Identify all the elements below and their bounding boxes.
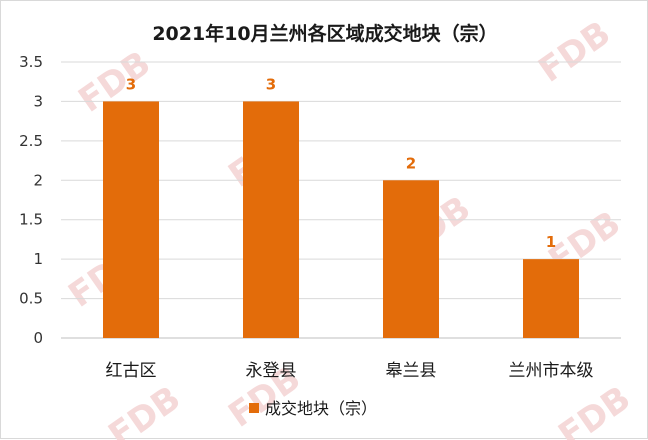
data-label: 1: [546, 233, 556, 251]
data-label: 3: [126, 75, 136, 93]
bar: [243, 101, 299, 338]
x-tick-label: 红古区: [106, 361, 157, 381]
y-tick-label: 3.5: [19, 53, 43, 71]
legend-label: 成交地块（宗）: [265, 399, 377, 418]
x-axis-tick-labels: 红古区 永登县 皋兰县 兰州市本级: [106, 361, 594, 381]
x-tick-label: 兰州市本级: [509, 361, 594, 381]
y-tick-label: 2.5: [19, 132, 43, 150]
x-tick-label: 皋兰县: [386, 361, 437, 381]
watermark-logo: FDB: [102, 378, 188, 440]
bar: [523, 259, 579, 338]
bar: [103, 101, 159, 338]
data-label: 3: [266, 75, 276, 93]
data-label: 2: [406, 154, 416, 172]
y-tick-label: 0.5: [19, 290, 43, 308]
legend: 成交地块（宗）: [249, 399, 377, 418]
chart-title: 2021年10月兰州各区域成交地块（宗）: [152, 22, 497, 45]
watermark-logo: FDB: [552, 378, 638, 440]
x-tick-label: 永登县: [246, 361, 297, 381]
y-tick-label: 1: [33, 250, 43, 268]
bars: [103, 101, 579, 338]
y-tick-label: 3: [33, 92, 43, 110]
y-tick-label: 2: [33, 171, 43, 189]
legend-swatch: [249, 403, 259, 413]
y-axis-tick-labels: 0 0.5 1 1.5 2 2.5 3 3.5: [19, 53, 43, 347]
y-tick-label: 1.5: [19, 211, 43, 229]
bar: [383, 180, 439, 338]
watermark-logo: FDB: [532, 13, 618, 90]
data-labels: 3 3 2 1: [126, 75, 556, 251]
y-tick-label: 0: [33, 329, 43, 347]
